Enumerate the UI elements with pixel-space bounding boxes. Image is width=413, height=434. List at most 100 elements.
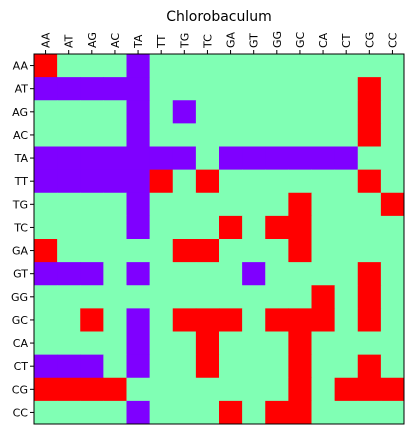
heatmap-cell-AT-GA bbox=[219, 77, 243, 101]
heatmap-cell-TA-TA bbox=[126, 146, 151, 171]
heatmap-cell-AT-CA bbox=[311, 77, 336, 101]
heatmap-cell-AA-TG bbox=[172, 54, 197, 78]
heatmap-cell-GG-GG bbox=[265, 285, 289, 309]
heatmap-cell-TT-GT bbox=[242, 169, 266, 194]
heatmap-cell-GC-AT bbox=[57, 308, 81, 332]
heatmap-cell-CA-TA bbox=[126, 331, 151, 356]
heatmap-cell-TA-TG bbox=[172, 146, 197, 171]
heatmap-cell-GC-GT bbox=[242, 308, 266, 332]
heatmap-cell-GT-AC bbox=[103, 262, 127, 286]
x-tick-label: GT bbox=[248, 33, 261, 48]
heatmap-cell-GT-CG bbox=[357, 262, 382, 286]
heatmap-cell-AT-CG bbox=[357, 77, 382, 101]
heatmap-cell-GC-CG bbox=[357, 308, 382, 332]
heatmap-cell-GA-TG bbox=[172, 239, 197, 263]
x-tick-label: GG bbox=[271, 31, 284, 48]
heatmap-cell-CT-CC bbox=[380, 354, 405, 379]
heatmap-cell-AG-CG bbox=[357, 100, 382, 124]
heatmap-cell-GA-AA bbox=[34, 239, 58, 263]
heatmap-cell-TA-AG bbox=[80, 146, 104, 171]
heatmap-cell-CC-GT bbox=[242, 400, 266, 425]
heatmap-cell-AC-AA bbox=[34, 123, 58, 147]
heatmap-cell-CC-TG bbox=[172, 400, 197, 425]
heatmap-cell-CT-TG bbox=[172, 354, 197, 379]
heatmap-cell-AC-TA bbox=[126, 123, 151, 147]
heatmap-cell-GT-TC bbox=[195, 262, 220, 286]
heatmap-cell-CA-TG bbox=[172, 331, 197, 356]
heatmap-cell-CC-GA bbox=[219, 400, 243, 425]
heatmap-cell-CC-AT bbox=[57, 400, 81, 425]
heatmap-cell-AG-GC bbox=[288, 100, 312, 124]
heatmap-cell-AT-GC bbox=[288, 77, 312, 101]
heatmap-cell-GA-CC bbox=[380, 239, 405, 263]
heatmap-cell-GG-GA bbox=[219, 285, 243, 309]
y-tick-label: AC bbox=[13, 129, 28, 142]
x-tick-label: AG bbox=[86, 32, 99, 48]
heatmap-cell-CT-TA bbox=[126, 354, 151, 379]
heatmap-cell-TC-TC bbox=[195, 215, 220, 240]
heatmap-cell-CT-TC bbox=[195, 354, 220, 379]
heatmap-cell-AA-TC bbox=[195, 54, 220, 78]
heatmap-cell-CA-CC bbox=[380, 331, 405, 356]
heatmap-cell-CG-GC bbox=[288, 377, 312, 402]
heatmap-cell-GC-CC bbox=[380, 308, 405, 332]
heatmap-cell-CT-AG bbox=[80, 354, 104, 379]
heatmap-cell-AA-AT bbox=[57, 54, 81, 78]
heatmap-cell-GA-GT bbox=[242, 239, 266, 263]
heatmap-cell-TC-TG bbox=[172, 215, 197, 240]
heatmap-cell-TA-TC bbox=[195, 146, 220, 171]
heatmap-cell-TT-GC bbox=[288, 169, 312, 194]
heatmap-cell-GA-AT bbox=[57, 239, 81, 263]
heatmap-cell-CG-TC bbox=[195, 377, 220, 402]
heatmap-cell-GA-TA bbox=[126, 239, 151, 263]
y-tick-label: CA bbox=[13, 337, 29, 350]
heatmap-cell-GG-GT bbox=[242, 285, 266, 309]
heatmap-cell-TG-GG bbox=[265, 192, 289, 217]
heatmap-cell-AC-CT bbox=[334, 123, 359, 147]
y-tick-label: TT bbox=[14, 175, 29, 188]
heatmap-cell-AA-CG bbox=[357, 54, 382, 78]
heatmap-cell-CT-GT bbox=[242, 354, 266, 379]
heatmap-cell-GG-CG bbox=[357, 285, 382, 309]
heatmap-cell-CA-GG bbox=[265, 331, 289, 356]
heatmap-cell-CG-CG bbox=[357, 377, 382, 402]
heatmap-cell-CG-AT bbox=[57, 377, 81, 402]
heatmap-cell-GC-TC bbox=[195, 308, 220, 332]
heatmap-cell-TG-GA bbox=[219, 192, 243, 217]
heatmap-cell-AC-AC bbox=[103, 123, 127, 147]
heatmap-cell-AT-TT bbox=[149, 77, 174, 101]
heatmap-cell-GA-AC bbox=[103, 239, 127, 263]
heatmap-cell-TA-GG bbox=[265, 146, 289, 171]
heatmap-cell-TC-GA bbox=[219, 215, 243, 240]
heatmap-cell-GG-TA bbox=[126, 285, 151, 309]
heatmap-cell-AT-TC bbox=[195, 77, 220, 101]
heatmap-cell-TC-AA bbox=[34, 215, 58, 240]
heatmap-cell-TA-AC bbox=[103, 146, 127, 171]
heatmap-cell-CC-GG bbox=[265, 400, 289, 425]
heatmap-cell-AG-TC bbox=[195, 100, 220, 124]
heatmap-cell-GA-CG bbox=[357, 239, 382, 263]
x-tick-label: TT bbox=[155, 34, 168, 49]
y-tick-label: CG bbox=[12, 383, 28, 396]
heatmap-cell-CT-AT bbox=[57, 354, 81, 379]
heatmap-cell-CA-AG bbox=[80, 331, 104, 356]
heatmap-cell-AG-GA bbox=[219, 100, 243, 124]
heatmap-cell-TA-AT bbox=[57, 146, 81, 171]
heatmap-cell-CT-AA bbox=[34, 354, 58, 379]
heatmap-cell-AG-AG bbox=[80, 100, 104, 124]
heatmap-cell-GT-TG bbox=[172, 262, 197, 286]
heatmap-cell-TT-AA bbox=[34, 169, 58, 194]
y-tick-label: TA bbox=[14, 152, 29, 165]
heatmap-cell-TG-AC bbox=[103, 192, 127, 217]
heatmap-cell-GT-CC bbox=[380, 262, 405, 286]
heatmap-cell-AC-GT bbox=[242, 123, 266, 147]
heatmap-cell-CT-AC bbox=[103, 354, 127, 379]
heatmap-cell-TC-CT bbox=[334, 215, 359, 240]
heatmap-cell-GA-CT bbox=[334, 239, 359, 263]
x-tick-label: AT bbox=[63, 34, 76, 48]
heatmap-cell-TA-CG bbox=[357, 146, 382, 171]
y-tick-label: TG bbox=[12, 198, 28, 211]
heatmap-cell-AT-AG bbox=[80, 77, 104, 101]
x-tick-label: AC bbox=[109, 33, 122, 48]
heatmap-cell-GA-AG bbox=[80, 239, 104, 263]
